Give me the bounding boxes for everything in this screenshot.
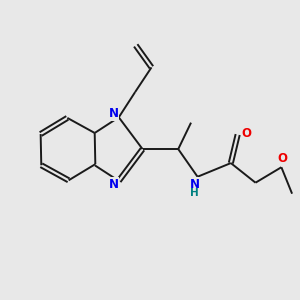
Text: N: N xyxy=(190,178,200,191)
Text: N: N xyxy=(108,178,118,191)
Text: O: O xyxy=(278,152,288,165)
Text: H: H xyxy=(190,188,198,198)
Text: N: N xyxy=(108,107,118,120)
Text: O: O xyxy=(242,127,252,140)
